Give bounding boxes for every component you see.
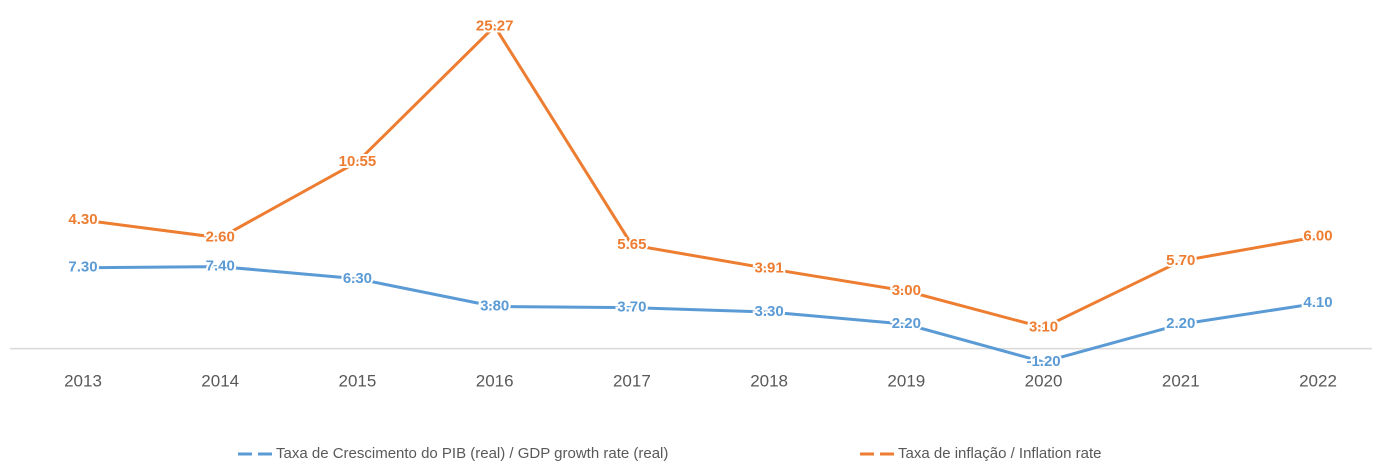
data-label: 2.20 — [892, 315, 921, 332]
x-tick-label: 2017 — [613, 371, 651, 390]
x-tick-label: 2022 — [1299, 371, 1337, 390]
data-label: 2.60 — [206, 229, 235, 246]
x-tick-label: 2021 — [1162, 371, 1200, 390]
data-label: 3.30 — [755, 303, 784, 320]
data-label: 25.27 — [476, 17, 514, 34]
data-label: 6.30 — [343, 270, 372, 287]
data-label: 7.30 — [68, 259, 97, 276]
x-tick-label: 2013 — [64, 371, 102, 390]
data-label: 3.00 — [892, 282, 921, 299]
x-tick-label: 2014 — [201, 371, 239, 390]
legend-label: Taxa de inflação / Inflation rate — [898, 445, 1101, 462]
data-label: 3.80 — [480, 297, 509, 314]
x-tick-label: 2020 — [1025, 371, 1063, 390]
data-label: 6.00 — [1303, 228, 1332, 245]
x-tick-label: 2018 — [750, 371, 788, 390]
x-tick-label: 2019 — [887, 371, 925, 390]
data-label: 2.20 — [1166, 315, 1195, 332]
line — [82, 265, 1319, 364]
data-label: 5.65 — [617, 236, 646, 253]
data-label: 5.70 — [1166, 252, 1195, 269]
data-label: 4.30 — [68, 211, 97, 228]
x-tick-label: 2016 — [476, 371, 514, 390]
data-label: 10.55 — [339, 153, 377, 170]
line — [82, 23, 1319, 330]
data-label: -1.20 — [1026, 353, 1060, 370]
data-label: 3.70 — [617, 299, 646, 316]
x-tick-label: 2015 — [339, 371, 377, 390]
data-label: 3.91 — [755, 260, 784, 277]
data-label: 4.10 — [1303, 294, 1332, 311]
data-label: 3.10 — [1029, 319, 1058, 336]
legend-label: Taxa de Crescimento do PIB (real) / GDP … — [276, 445, 668, 462]
data-label: 7.40 — [206, 258, 235, 275]
